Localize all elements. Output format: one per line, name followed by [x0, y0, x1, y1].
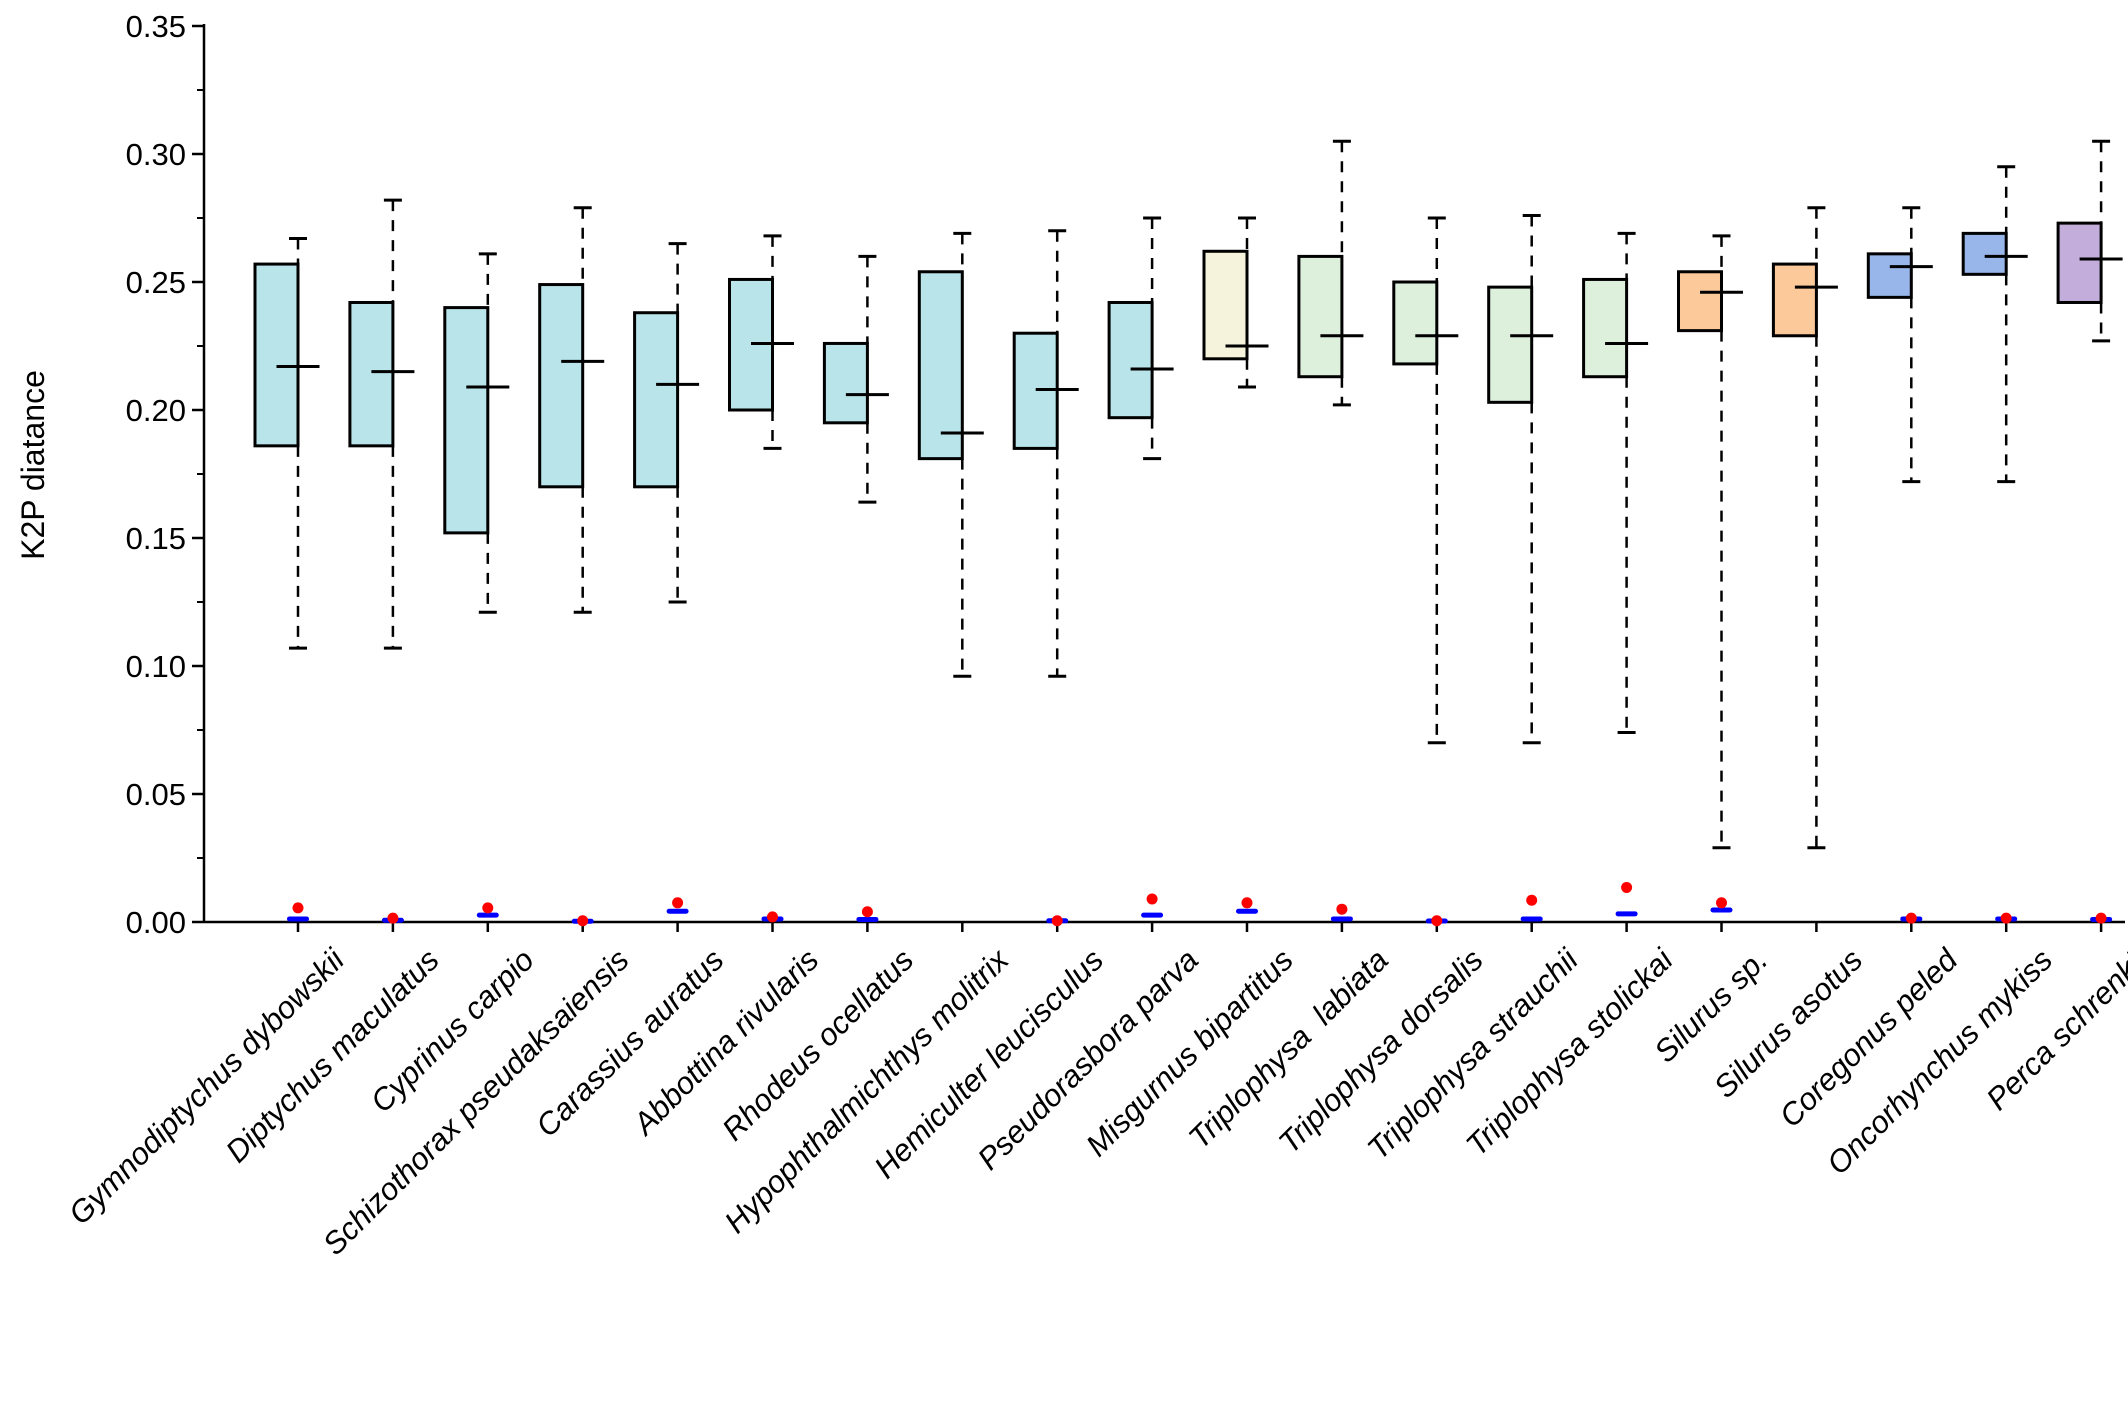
- box-1: [253, 236, 320, 650]
- y-tick-label: 0.00: [126, 905, 186, 940]
- box-19: [1961, 165, 2028, 484]
- intra-mean-marker: [856, 916, 879, 922]
- axes: [192, 24, 2125, 932]
- intra-max-point: [1621, 881, 1633, 893]
- box-5: [633, 242, 700, 604]
- iqr-box: [633, 311, 680, 489]
- intraspecific-points: [287, 881, 2113, 927]
- box-20: [2056, 139, 2123, 343]
- iqr-box: [253, 262, 300, 448]
- box-9: [1012, 229, 1079, 678]
- iqr-box: [1297, 254, 1344, 379]
- box-14: [1487, 213, 1554, 745]
- iqr-box: [1866, 252, 1913, 299]
- intra-mean-marker: [287, 916, 309, 922]
- iqr-box: [728, 277, 774, 412]
- iqr-box: [1107, 300, 1154, 420]
- intra-max-point: [387, 912, 399, 924]
- intra-max-point: [1241, 897, 1253, 909]
- box-18: [1866, 206, 1933, 484]
- iqr-box: [1961, 231, 2008, 276]
- y-tick-label: 0.25: [126, 265, 186, 300]
- iqr-box: [1677, 270, 1723, 333]
- iqr-box: [443, 306, 490, 535]
- box-8: [917, 231, 984, 678]
- intra-max-point: [861, 906, 873, 918]
- intra-mean-marker: [666, 908, 689, 914]
- iqr-box: [1202, 249, 1249, 361]
- y-tick-label: 0.30: [126, 137, 186, 172]
- box-13: [1392, 216, 1459, 745]
- box-7: [822, 254, 889, 504]
- intra-max-point: [1051, 915, 1063, 927]
- intra-mean-marker: [1615, 911, 1638, 917]
- y-axis-label: K2P diatance: [15, 370, 51, 560]
- boxes: [253, 139, 2123, 850]
- box-4: [538, 206, 605, 614]
- intra-max-point: [1146, 893, 1158, 905]
- intra-max-point: [482, 902, 494, 914]
- intra-max-point: [2095, 912, 2107, 924]
- box-2: [348, 198, 415, 650]
- intra-max-point: [1526, 894, 1538, 906]
- x-tick-label: Coregonus peled: [1773, 941, 1966, 1134]
- intra-max-point: [1336, 903, 1348, 915]
- intra-max-point: [767, 911, 778, 923]
- intra-max-point: [1431, 915, 1443, 927]
- iqr-box: [2056, 221, 2103, 304]
- x-tick-label: Cyprinus carpio: [364, 942, 541, 1119]
- iqr-box: [1487, 285, 1534, 404]
- tick-labels: 0.000.050.100.150.200.250.300.35Gymnodip…: [62, 9, 2128, 1262]
- intra-max-point: [1716, 897, 1727, 909]
- intra-max-point: [577, 915, 589, 927]
- intra-mean-marker: [1330, 916, 1353, 922]
- box-11: [1202, 216, 1269, 389]
- y-tick-label: 0.15: [126, 521, 186, 556]
- y-tick-label: 0.05: [126, 777, 186, 812]
- iqr-box: [917, 270, 964, 461]
- intra-mean-marker: [1141, 912, 1164, 918]
- box-16: [1677, 234, 1743, 850]
- iqr-box: [1771, 262, 1818, 338]
- box-10: [1107, 216, 1174, 461]
- box-12: [1297, 139, 1364, 407]
- intra-mean-marker: [476, 912, 499, 918]
- iqr-box: [348, 300, 395, 448]
- intra-mean-marker: [1236, 908, 1258, 914]
- box-17: [1771, 206, 1838, 850]
- intra-mean-marker: [1520, 916, 1543, 922]
- intra-mean-marker: [1710, 907, 1733, 913]
- y-tick-label: 0.20: [126, 393, 186, 428]
- box-3: [443, 252, 510, 614]
- y-tick-label: 0.35: [126, 9, 186, 44]
- iqr-box: [1582, 277, 1629, 379]
- intra-max-point: [672, 897, 684, 909]
- y-tick-label: 0.10: [126, 649, 186, 684]
- iqr-box: [822, 341, 869, 425]
- iqr-box: [538, 283, 585, 489]
- intra-max-point: [1905, 912, 1917, 924]
- intra-max-point: [292, 902, 304, 914]
- box-6: [728, 234, 794, 450]
- iqr-box: [1392, 280, 1439, 366]
- box-15: [1582, 231, 1649, 735]
- intra-max-point: [2000, 912, 2012, 924]
